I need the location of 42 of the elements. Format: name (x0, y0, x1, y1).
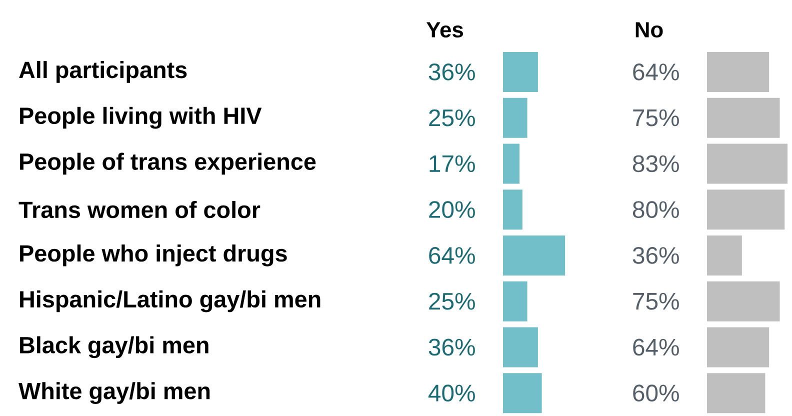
chart-title: No (636, 22, 663, 38)
data-label: 64% (633, 338, 679, 356)
y-tick-label: People who inject drugs (20, 244, 287, 266)
bar (503, 98, 528, 138)
bar (707, 327, 770, 368)
data-label: 17% (430, 155, 475, 172)
bar (707, 190, 785, 230)
y-tick-label: People of trans experience (20, 152, 316, 175)
bar (503, 190, 522, 230)
data-label: 25% (429, 109, 475, 126)
bar (707, 52, 770, 92)
bar (503, 373, 542, 414)
data-label: 40% (428, 384, 475, 402)
bar (707, 98, 780, 138)
data-label: 36% (428, 63, 475, 80)
y-tick-label: People living with HIV (20, 106, 262, 129)
data-label: 80% (632, 201, 679, 218)
data-label: 64% (633, 63, 679, 80)
data-label: 83% (632, 155, 679, 172)
data-label: 75% (633, 109, 679, 126)
bar (503, 327, 538, 368)
bar (707, 373, 766, 414)
y-tick-label: Black gay/bi men (20, 336, 208, 358)
bar (503, 235, 566, 276)
data-label: 36% (632, 246, 679, 264)
data-label: 64% (429, 246, 475, 264)
y-tick-label: All participants (19, 61, 187, 83)
data-label: 75% (633, 292, 679, 310)
bar (503, 144, 520, 184)
y-tick-label: Trans women of color (18, 200, 260, 218)
data-label: 60% (633, 384, 679, 402)
data-label: 25% (429, 292, 475, 310)
y-tick-label: Hispanic/Latino gay/bi men (20, 290, 320, 312)
bar (503, 281, 528, 322)
bar (503, 52, 538, 92)
bar (707, 144, 788, 184)
bar (707, 235, 742, 276)
y-tick-label: White gay/bi men (18, 382, 210, 404)
bar (707, 281, 780, 322)
data-label: 20% (429, 201, 475, 218)
chart-title: Yes (426, 22, 463, 38)
data-label: 36% (428, 338, 475, 356)
